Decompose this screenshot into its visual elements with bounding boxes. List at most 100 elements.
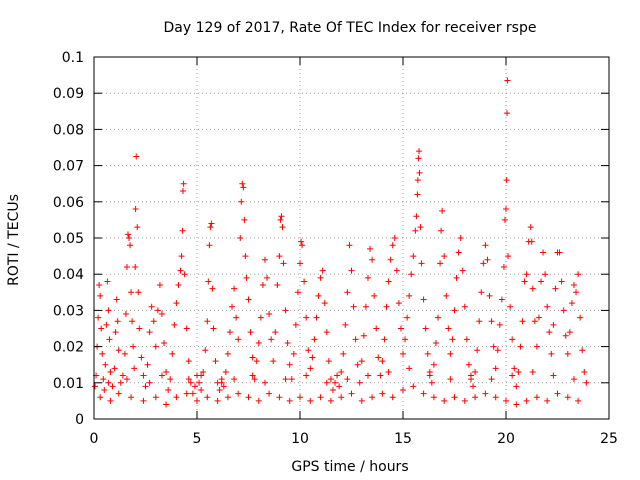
data-point — [212, 358, 219, 365]
data-point — [325, 358, 332, 365]
data-point — [476, 318, 483, 325]
data-point — [115, 347, 122, 354]
data-point — [301, 278, 308, 285]
data-point — [181, 271, 188, 278]
data-point — [529, 368, 536, 375]
data-point — [196, 379, 203, 386]
data-point — [173, 300, 180, 307]
data-point — [362, 303, 369, 310]
data-point — [266, 311, 273, 318]
data-point — [286, 361, 293, 368]
data-point — [504, 77, 511, 84]
x-tick-label: 25 — [600, 431, 618, 447]
data-point — [119, 372, 126, 379]
data-point — [420, 390, 427, 397]
data-point — [501, 216, 508, 223]
data-point — [414, 177, 421, 184]
data-point — [517, 343, 524, 350]
data-point — [204, 394, 211, 401]
data-point — [542, 271, 549, 278]
data-point — [342, 321, 349, 328]
data-point — [131, 365, 138, 372]
y-tick-label: 0.02 — [53, 340, 84, 356]
data-point — [544, 303, 551, 310]
data-point — [455, 249, 462, 256]
y-tick-label: 0.04 — [53, 267, 84, 283]
data-point — [420, 296, 427, 303]
data-point — [521, 278, 528, 285]
data-point — [354, 361, 361, 368]
data-point — [369, 394, 376, 401]
data-point — [175, 282, 182, 289]
data-point — [410, 383, 417, 390]
data-point — [527, 224, 534, 231]
data-point — [133, 153, 140, 160]
data-point — [165, 387, 172, 394]
data-point — [451, 307, 458, 314]
data-point — [113, 296, 120, 303]
data-point — [494, 347, 501, 354]
data-point — [533, 394, 540, 401]
data-point — [492, 365, 499, 372]
y-tick-label: 0.07 — [53, 159, 84, 175]
data-point — [472, 394, 479, 401]
data-point — [515, 368, 522, 375]
data-point — [408, 271, 415, 278]
data-point — [418, 260, 425, 267]
data-point — [329, 387, 336, 394]
data-point — [439, 207, 446, 214]
data-point — [132, 206, 139, 213]
grid-lines — [94, 57, 609, 419]
y-tick-label: 0.06 — [53, 195, 84, 211]
data-point — [373, 325, 380, 332]
data-point — [564, 394, 571, 401]
data-point — [251, 376, 258, 383]
data-point — [305, 347, 312, 354]
data-point — [127, 242, 134, 249]
data-point — [583, 379, 590, 386]
data-point — [95, 314, 102, 321]
data-point — [243, 274, 250, 281]
data-point — [274, 282, 281, 289]
data-point — [317, 274, 324, 281]
data-point — [156, 282, 163, 289]
data-point — [290, 350, 297, 357]
y-tick-label: 0.05 — [53, 231, 84, 247]
data-point — [441, 397, 448, 404]
chart-title: Day 129 of 2017, Rate Of TEC Index for r… — [164, 20, 537, 36]
data-point — [309, 354, 316, 361]
data-point — [259, 282, 266, 289]
data-point — [332, 379, 339, 386]
data-point — [179, 187, 186, 194]
data-point — [319, 267, 326, 274]
data-point — [535, 314, 542, 321]
x-tick-label: 20 — [497, 431, 515, 447]
data-point — [334, 372, 341, 379]
data-point — [430, 394, 437, 401]
data-point — [205, 278, 212, 285]
data-point — [183, 390, 190, 397]
data-point — [313, 314, 320, 321]
data-point — [140, 372, 147, 379]
data-point — [185, 358, 192, 365]
data-point — [406, 292, 413, 299]
data-point — [245, 394, 252, 401]
x-axis-label: GPS time / hours — [291, 459, 408, 475]
data-point — [505, 253, 512, 260]
data-point — [163, 368, 170, 375]
data-point — [158, 311, 165, 318]
data-point — [348, 390, 355, 397]
data-point — [107, 368, 114, 375]
data-point — [235, 390, 242, 397]
data-point — [453, 274, 460, 281]
data-point — [327, 376, 334, 383]
data-point — [344, 289, 351, 296]
data-point — [531, 318, 538, 325]
data-point — [198, 372, 205, 379]
data-point — [224, 350, 231, 357]
data-point — [507, 303, 514, 310]
data-point — [105, 379, 112, 386]
data-point — [288, 376, 295, 383]
data-point — [106, 336, 113, 343]
data-point — [249, 372, 256, 379]
